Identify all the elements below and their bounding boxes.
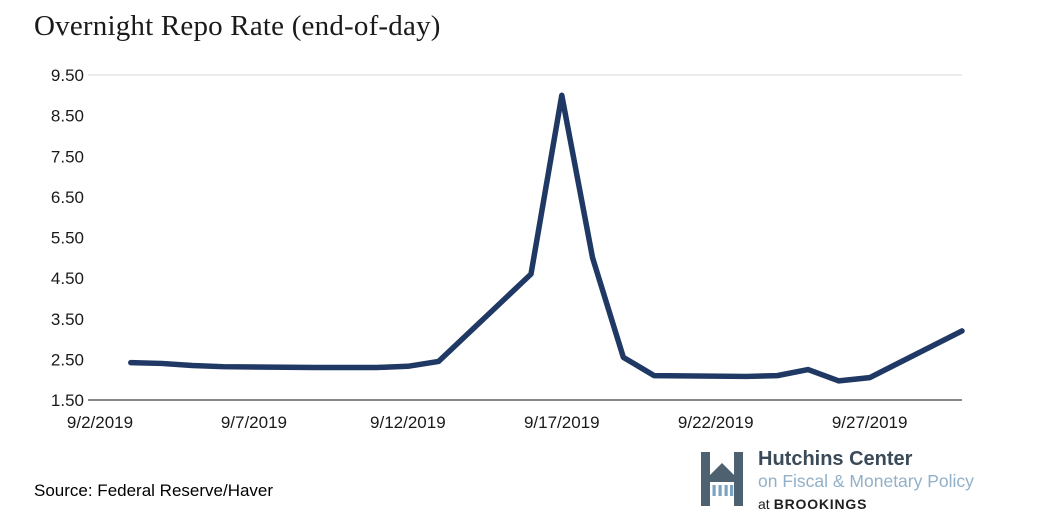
logo-brookings-brand: BROOKINGS — [773, 495, 868, 512]
logo-text-block: Hutchins Center on Fiscal & Monetary Pol… — [758, 448, 974, 512]
hutchins-h-icon — [701, 452, 743, 506]
y-tick-label: 5.50 — [51, 229, 84, 248]
x-tick-label: 9/7/2019 — [221, 413, 287, 432]
y-tick-label: 1.50 — [51, 391, 84, 410]
repo-rate-line-chart: 9.50 8.50 7.50 6.50 5.50 4.50 3.50 2.50 1.50 9/2/… — [51, 66, 965, 432]
y-tick-label: 6.50 — [51, 188, 84, 207]
y-tick-label: 7.50 — [51, 147, 84, 166]
y-tick-label: 9.50 — [51, 66, 84, 85]
y-tick-label: 2.50 — [51, 350, 84, 369]
source-note: Source: Federal Reserve/Haver — [34, 481, 274, 500]
logo-tagline: on Fiscal & Monetary Policy — [758, 471, 974, 491]
logo-brookings-line: at BROOKINGS — [758, 496, 974, 512]
x-tick-label: 9/17/2019 — [524, 413, 600, 432]
hutchins-brookings-logo: Hutchins Center on Fiscal & Monetary Pol… — [699, 448, 974, 512]
x-tick-label: 9/27/2019 — [832, 413, 908, 432]
x-tick-label: 9/12/2019 — [370, 413, 446, 432]
y-tick-label: 4.50 — [51, 269, 84, 288]
repo-rate-series-line — [128, 92, 965, 384]
chart-title: Overnight Repo Rate (end-of-day) — [34, 10, 441, 42]
logo-org-name: Hutchins Center — [758, 448, 913, 470]
logo-at-text: at — [758, 495, 770, 512]
y-tick-label: 8.50 — [51, 107, 84, 126]
x-tick-label: 9/22/2019 — [678, 413, 754, 432]
y-tick-label: 3.50 — [51, 310, 84, 329]
x-tick-label: 9/2/2019 — [67, 413, 133, 432]
